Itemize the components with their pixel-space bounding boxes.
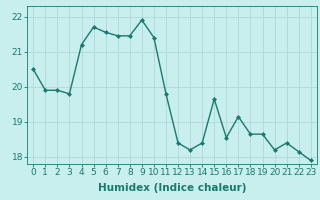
X-axis label: Humidex (Indice chaleur): Humidex (Indice chaleur)	[98, 183, 246, 193]
